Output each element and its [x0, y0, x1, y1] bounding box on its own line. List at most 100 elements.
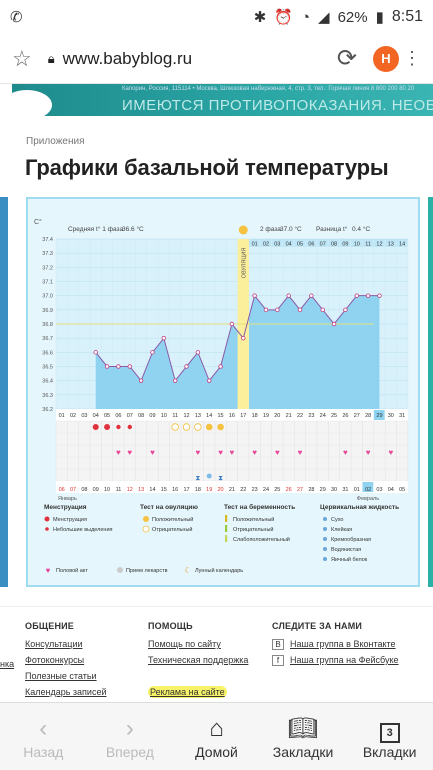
test-negative-icon [194, 423, 202, 431]
footer-heading: СЛЕДИТЕ ЗА НАМИ [272, 621, 363, 631]
temp-point [320, 307, 325, 313]
y-tick-label: 37.3 [42, 251, 53, 257]
date-label: 11 [116, 487, 122, 493]
legend-drop-icon [44, 516, 50, 522]
temp-point [218, 364, 223, 369]
date-label: 01 [354, 487, 360, 493]
footer-link[interactable]: Полезные статьи [25, 671, 97, 681]
phase1-value: 36.6 °C [122, 225, 144, 233]
date-label: 10 [104, 487, 110, 493]
legend-preg-negative-icon [225, 525, 228, 532]
footer-link[interactable]: Фотоконкурсы [25, 655, 85, 665]
star-icon[interactable]: ☆ [12, 45, 32, 71]
temp-point [365, 293, 371, 298]
temp-point [195, 350, 201, 355]
breadcrumb[interactable]: Приложения [26, 136, 85, 147]
temp-point [297, 307, 303, 313]
top-day-cell [294, 239, 306, 247]
cycle-day-label: 24 [320, 413, 326, 419]
legend-item: Кремообразная [331, 537, 371, 543]
top-day-cell [317, 239, 328, 247]
cycle-day-label: 19 [263, 413, 269, 419]
ovulation-sun-icon [238, 225, 248, 235]
menu-icon[interactable]: ⋮ [403, 48, 421, 68]
footer-link[interactable]: Техническая поддержка [148, 655, 249, 665]
legend-cervical-icon [323, 557, 327, 561]
temp-point [207, 378, 212, 383]
ad-banner[interactable]: Капорин, Россия, 115114 • Москва, Шлюзов… [12, 84, 433, 116]
current-day-cell [373, 410, 385, 420]
tabs-button[interactable]: 3 Вкладки [346, 703, 433, 770]
heart-icon: ♥ [343, 448, 348, 457]
back-button[interactable]: ‹ Назад [0, 703, 87, 770]
footer-link[interactable]: Помощь по сайту [148, 639, 221, 649]
heart-icon: ♥ [230, 448, 235, 457]
banner-small-text: Капорин, Россия, 115114 • Москва, Шлюзов… [122, 86, 415, 92]
cycle-day-label: 10 [161, 413, 167, 419]
top-day-cell [351, 239, 362, 247]
cycle-day-label: 21 [286, 413, 292, 419]
y-tick-label: 36.9 [42, 308, 53, 314]
legend-heading: Тест на овуляцию [140, 504, 198, 511]
temp-point [309, 293, 314, 298]
home-button[interactable]: ⌂ Домой [173, 703, 260, 770]
cycle-day-label: 23 [308, 413, 314, 419]
date-row [56, 481, 408, 493]
vk-link[interactable]: B Наша группа в Вконтакте [272, 639, 399, 655]
phase2-value: 37.0 °C [280, 225, 302, 233]
heart-icon: ♥ [196, 448, 201, 457]
temp-point [354, 293, 359, 298]
temp-point [343, 307, 348, 313]
test-positive-icon [205, 423, 213, 431]
footer-link[interactable]: Реклама на сайте [148, 686, 248, 703]
top-day-label: 14 [399, 242, 405, 248]
top-day-label: 03 [274, 242, 280, 248]
footer-col-communication: ОБЩЕНИЕ Консультации Фотоконкурсы Полезн… [25, 621, 107, 703]
top-day-cell [271, 239, 283, 247]
date-label: 17 [183, 487, 189, 493]
back-label: Назад [23, 743, 64, 760]
temp-point [377, 293, 382, 298]
forward-button[interactable]: › Вперед [87, 703, 174, 770]
cycle-day-label: 09 [149, 413, 155, 419]
refresh-icon[interactable]: ⟳ [336, 45, 357, 72]
whatsapp-icon: ✆ [10, 9, 23, 26]
legend-item: Отрицательный [152, 526, 193, 533]
top-day-cell [362, 239, 374, 247]
legend-heart-icon: ♥ [46, 566, 51, 575]
tabs-icon: 3 [379, 714, 400, 744]
legend-moon-icon: ☾ [184, 566, 191, 575]
test-negative-icon [171, 423, 179, 431]
left-edge-strip [0, 197, 8, 587]
y-tick-label: 36.8 [42, 322, 53, 328]
legend-negative-icon [142, 525, 150, 533]
legend-item: Половой акт [56, 567, 88, 574]
bookmarks-button[interactable]: 📖︎ Закладки [260, 703, 347, 770]
footer-link[interactable]: нка [0, 659, 15, 669]
date-label: 26 [286, 487, 292, 493]
date-label: 03 [376, 487, 382, 493]
tab-count: 3 [379, 722, 400, 743]
vk-link-text: Наша группа в Вконтакте [290, 639, 396, 649]
address-field[interactable]: 🔒︎ www.babyblog.ru [48, 49, 192, 69]
banner-warning: ИМЕЮТСЯ ПРОТИВОПОКАЗАНИЯ. НЕОБХОДИМО ПРО… [122, 97, 433, 114]
avatar[interactable]: H [373, 45, 399, 72]
heart-icon: ♥ [388, 448, 393, 457]
temp-point [116, 364, 121, 369]
legend-item: Клейкая [331, 526, 352, 533]
date-label: 05 [399, 487, 405, 493]
temp-point [172, 378, 178, 383]
footer-col-social: СЛЕДИТЕ ЗА НАМИ B Наша группа в Вконтакте… [272, 621, 399, 671]
legend-item: Отрицательный [233, 526, 274, 533]
top-day-label: 13 [388, 242, 394, 248]
facebook-link[interactable]: f Наша группа на Фейсбуке [272, 655, 399, 671]
legend-item: Яичный белок [331, 556, 368, 563]
date-label: 16 [172, 487, 178, 493]
footer-col0: нка [0, 659, 14, 675]
footer-heading: ПОМОЩЬ [148, 621, 193, 631]
date-label: 09 [93, 487, 99, 493]
test-positive-icon [217, 423, 224, 431]
footer-link[interactable]: Консультации [25, 639, 83, 649]
footer-link[interactable]: Календарь записей [25, 687, 107, 697]
legend-item: Менструация [53, 517, 87, 523]
